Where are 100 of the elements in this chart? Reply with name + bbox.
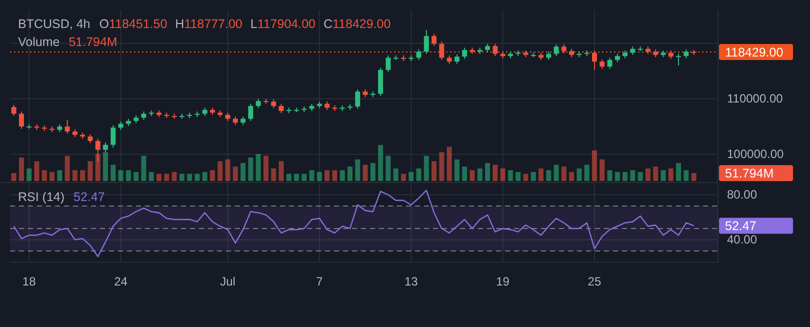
candlestick	[11, 104, 16, 116]
bar	[218, 161, 223, 181]
bar	[210, 170, 215, 181]
bar	[424, 156, 429, 181]
text: 51.794M	[725, 166, 774, 181]
bar	[684, 170, 689, 181]
bar	[26, 168, 32, 181]
bar	[393, 168, 398, 181]
candlestick	[18, 111, 24, 130]
annotation: L117904.00	[250, 17, 316, 31]
bar	[42, 170, 47, 181]
bar	[630, 170, 636, 181]
annotation: H118777.00	[175, 17, 242, 31]
candlestick	[256, 98, 261, 109]
annotation: O118451.50	[99, 17, 168, 31]
x-tick-label: 7	[316, 274, 324, 289]
candlestick	[386, 54, 391, 73]
bar	[668, 168, 674, 181]
y-tick-label: 100000.00	[727, 147, 784, 162]
bar	[256, 154, 261, 181]
bar	[324, 170, 330, 181]
bar	[11, 173, 16, 181]
text: 51.794M	[68, 35, 118, 49]
annotation: C118429.00	[323, 17, 391, 31]
candlestick	[355, 88, 360, 110]
candlestick	[278, 103, 284, 114]
bar	[569, 172, 574, 181]
bar	[309, 170, 314, 181]
bar	[64, 156, 70, 181]
bar	[691, 173, 696, 181]
bar	[57, 170, 62, 181]
bar	[378, 145, 384, 181]
bar	[538, 168, 544, 181]
bar	[348, 166, 352, 181]
bar	[638, 172, 643, 181]
bar	[530, 172, 536, 181]
text: BTCUSD, 4h	[18, 17, 90, 31]
y-tick-label: 110000.00	[727, 92, 784, 106]
x-tick-label: 25	[588, 274, 602, 289]
bar	[561, 166, 566, 181]
bar	[225, 159, 230, 181]
bar	[172, 172, 177, 181]
candlestick	[462, 47, 468, 60]
bar	[592, 150, 597, 181]
annotation: 52.47	[74, 190, 105, 204]
y-tick-label: 40.00	[727, 232, 758, 247]
bar	[340, 170, 345, 181]
bar	[286, 174, 292, 181]
bar	[660, 170, 666, 181]
bar	[194, 174, 200, 181]
bar	[362, 164, 368, 181]
candlestick	[554, 44, 559, 57]
bar	[126, 170, 131, 181]
bar	[416, 168, 422, 181]
bar	[34, 161, 40, 181]
bar	[50, 172, 55, 181]
bar	[355, 159, 360, 181]
bar	[462, 166, 468, 181]
bar	[232, 166, 238, 181]
bar	[439, 152, 444, 181]
text: RSI (14)	[18, 190, 65, 204]
candlestick	[64, 119, 70, 134]
bar	[454, 159, 460, 181]
bar	[477, 168, 482, 181]
candlestick	[454, 54, 460, 64]
bar	[103, 152, 108, 181]
bar	[202, 172, 208, 181]
text: 52.47	[725, 219, 756, 234]
bar	[278, 161, 284, 181]
bar	[492, 164, 498, 181]
candlestick	[110, 124, 116, 148]
candlestick	[432, 33, 437, 47]
bar	[607, 170, 612, 181]
x-tick-label: 19	[496, 274, 510, 289]
bar	[576, 168, 582, 181]
bar	[508, 170, 513, 181]
bar	[645, 168, 650, 181]
bar	[446, 146, 452, 181]
bar	[240, 163, 246, 181]
x-tick-label: Jul	[220, 274, 236, 289]
bar	[332, 170, 338, 181]
bar	[584, 164, 590, 181]
bar	[316, 172, 322, 181]
candlestick	[439, 41, 444, 60]
bar	[653, 166, 658, 181]
x-tick-label: 18	[22, 274, 36, 289]
bar	[164, 174, 170, 181]
bar	[110, 164, 116, 181]
bar	[546, 170, 552, 181]
bar	[676, 163, 682, 181]
bar	[386, 156, 391, 181]
bar	[408, 172, 414, 181]
candlestick	[592, 50, 597, 70]
bar	[294, 174, 299, 181]
bar	[614, 172, 620, 181]
bar	[400, 174, 406, 181]
bar	[148, 172, 154, 181]
candlestick	[492, 43, 498, 57]
bar	[118, 170, 124, 181]
bar	[18, 158, 24, 181]
